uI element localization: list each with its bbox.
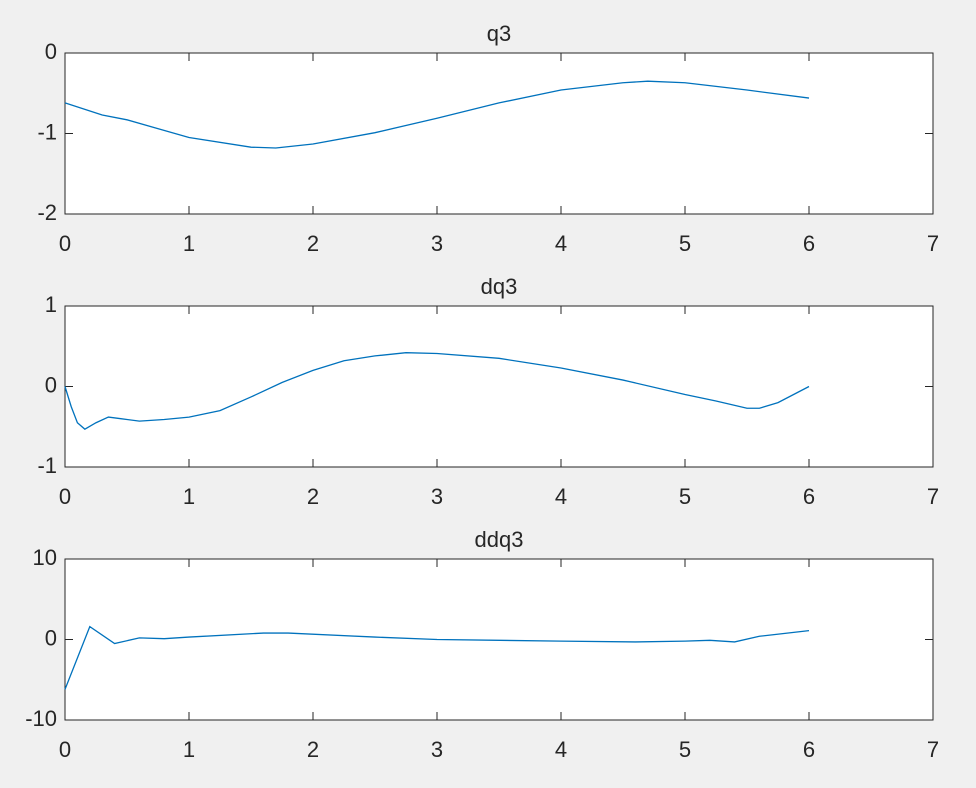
x-tick-label: 7 [927,484,939,509]
x-tick-label: 5 [679,737,691,762]
x-tick-label: 1 [183,737,195,762]
x-tick-label: 2 [307,737,319,762]
y-tick-label: 1 [45,292,57,317]
y-tick-label: -10 [25,706,57,731]
line [64,80,810,149]
y-tick-label: 0 [45,625,57,650]
x-tick-label: 2 [307,484,319,509]
x-tick-label: 0 [59,484,71,509]
x-tick-label: 0 [59,737,71,762]
y-tick-label: 10 [33,545,57,570]
plot-area [64,305,934,468]
x-tick-label: 1 [183,484,195,509]
chart-title: q3 [487,21,511,46]
x-tick-label: 0 [59,231,71,256]
x-tick-label: 4 [555,484,567,509]
line [64,625,810,690]
x-tick-label: 4 [555,231,567,256]
x-tick-label: 3 [431,484,443,509]
y-tick-label: 0 [45,39,57,64]
x-tick-label: 7 [927,231,939,256]
x-tick-label: 5 [679,231,691,256]
chart-title: dq3 [481,274,518,299]
x-tick-label: 2 [307,231,319,256]
line [64,352,810,430]
x-tick-label: 7 [927,737,939,762]
y-tick-label: 0 [45,372,57,397]
y-tick-label: -2 [37,200,57,225]
x-tick-label: 6 [803,484,815,509]
plot-area [64,558,934,721]
x-tick-label: 1 [183,231,195,256]
y-tick-label: -1 [37,119,57,144]
x-tick-label: 3 [431,737,443,762]
x-tick-label: 6 [803,737,815,762]
x-tick-label: 4 [555,737,567,762]
x-tick-label: 3 [431,231,443,256]
x-tick-label: 5 [679,484,691,509]
y-tick-label: -1 [37,453,57,478]
chart-title: ddq3 [475,527,524,552]
x-tick-label: 6 [803,231,815,256]
plot-area [64,52,934,215]
